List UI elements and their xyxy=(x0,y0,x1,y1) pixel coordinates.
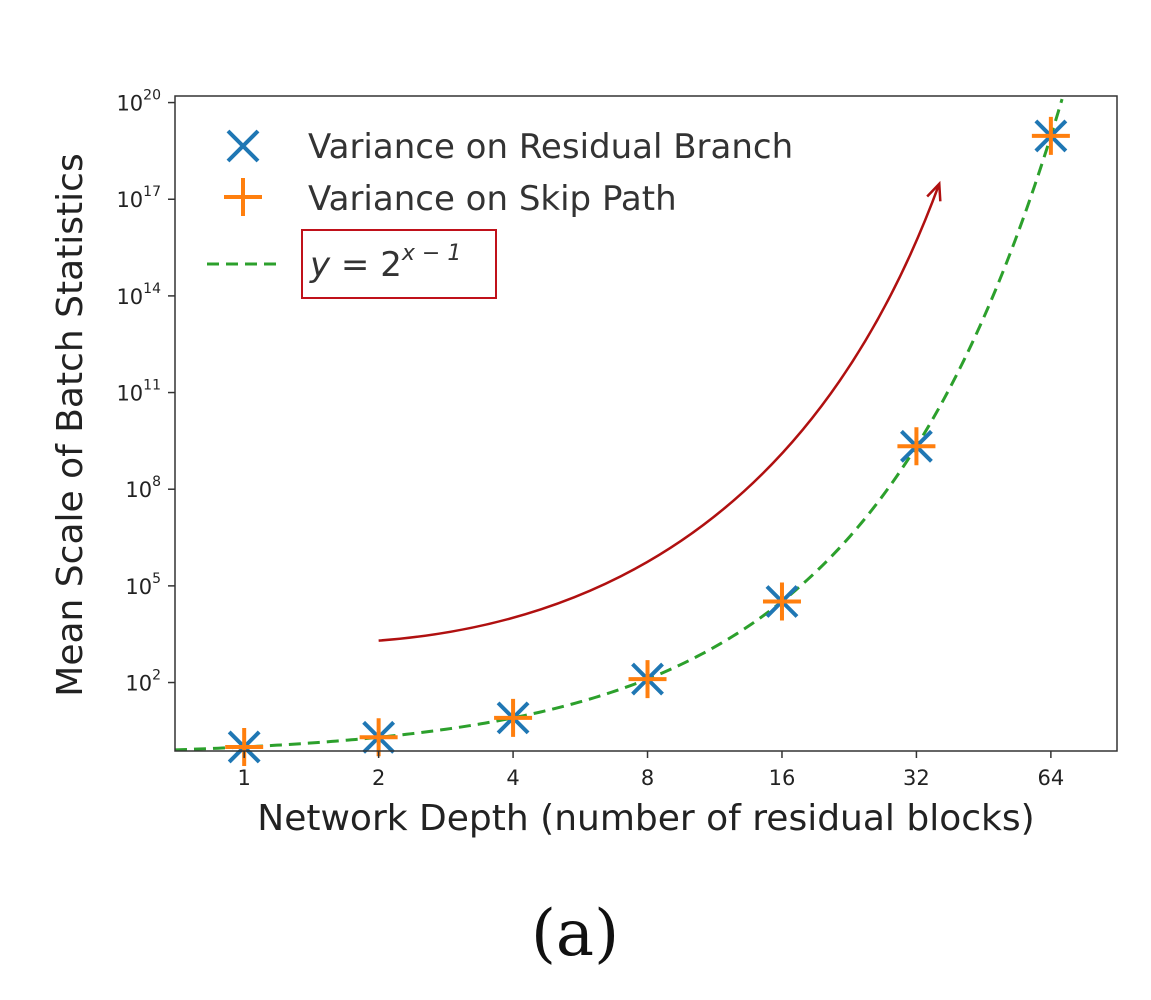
x-axis-ticks: 1 2 4 8 16 32 64 xyxy=(237,751,1064,790)
skip-path-point xyxy=(628,660,667,699)
x-tick-label: 32 xyxy=(903,766,930,790)
legend: Variance on Residual Branch Variance on S… xyxy=(207,127,793,299)
skip-path-point xyxy=(762,582,801,621)
legend-marker-skip xyxy=(224,178,262,216)
skip-path-point xyxy=(225,727,264,766)
x-tick-label: 64 xyxy=(1038,766,1065,790)
figure-caption: (a) xyxy=(531,897,619,971)
axes-frame xyxy=(174,95,1118,752)
legend-label-residual: Variance on Residual Branch xyxy=(308,127,793,167)
y-tick-label: 1020 xyxy=(116,88,161,116)
x-tick-label: 16 xyxy=(769,766,796,790)
legend-label-skip: Variance on Skip Path xyxy=(308,179,677,219)
y-axis-label: Mean Scale of Batch Statistics xyxy=(50,153,91,696)
plot-content xyxy=(174,98,1070,766)
x-tick-label: 8 xyxy=(641,766,654,790)
annotation-arrow xyxy=(378,183,941,642)
annotation-arrow-head xyxy=(926,180,942,202)
legend-marker-residual xyxy=(226,129,260,163)
skip-path-point xyxy=(897,427,936,466)
y-tick-label: 108 xyxy=(125,474,161,502)
y-axis-ticks: 102 105 108 1011 1014 1017 1020 xyxy=(116,88,175,696)
skip-path-point xyxy=(1031,116,1070,155)
formula-highlight-box xyxy=(301,229,497,299)
x-tick-label: 4 xyxy=(506,766,519,790)
y-tick-label: 1014 xyxy=(116,281,161,309)
y-tick-label: 105 xyxy=(125,571,161,599)
x-tick-label: 2 xyxy=(372,766,385,790)
skip-path-point xyxy=(494,698,533,737)
legend-label-fit: y = 2x − 1 xyxy=(309,241,461,285)
y-tick-label: 1011 xyxy=(116,378,161,406)
x-axis-label: Network Depth (number of residual blocks… xyxy=(257,798,1034,839)
y-tick-label: 102 xyxy=(125,668,161,696)
x-tick-label: 1 xyxy=(237,766,250,790)
skip-path-point xyxy=(359,718,398,757)
y-tick-label: 1017 xyxy=(116,184,161,212)
